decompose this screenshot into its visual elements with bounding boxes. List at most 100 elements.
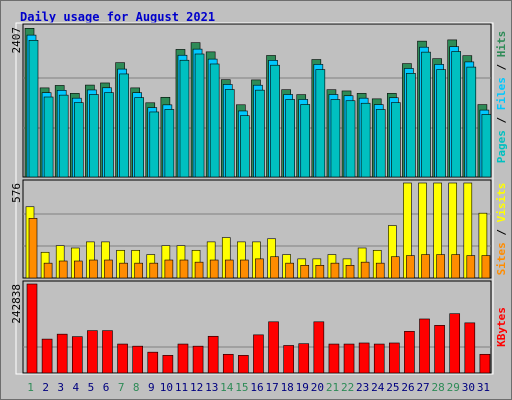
bar-sites-day-8 — [134, 262, 143, 279]
bar-pages-day-4 — [73, 102, 84, 178]
x-tick-label-day-29: 29 — [447, 381, 460, 394]
bar-kbytes-day-26 — [404, 331, 415, 374]
bar-pages-day-5 — [89, 94, 99, 178]
bar-kbytes-day-1 — [26, 283, 38, 374]
x-tick-label-day-3: 3 — [57, 381, 64, 394]
bar-sites-day-9 — [149, 262, 159, 279]
legend-separator: / — [495, 57, 508, 77]
bar-kbytes-day-30 — [464, 322, 476, 374]
bar-sites-day-2 — [43, 262, 53, 279]
x-tick-label-day-16: 16 — [250, 381, 263, 394]
legend-separator: / — [495, 110, 508, 130]
bar-pages-day-23 — [360, 102, 371, 178]
bar-kbytes-day-13 — [207, 335, 219, 374]
x-tick-label-day-18: 18 — [281, 381, 294, 394]
y-max-label-3: 242838 — [10, 284, 23, 324]
bar-kbytes-day-19 — [298, 343, 310, 374]
bar-kbytes-day-23 — [358, 342, 370, 374]
bar-kbytes-day-31 — [479, 353, 491, 374]
x-tick-label-day-24: 24 — [371, 381, 385, 394]
bar-sites-day-20 — [315, 265, 325, 279]
bar-sites-day-17 — [270, 256, 279, 279]
bar-kbytes-day-22 — [343, 343, 355, 374]
bar-kbytes-day-24 — [373, 343, 385, 374]
x-tick-label-day-19: 19 — [296, 381, 309, 394]
bar-sites-day-26 — [406, 255, 415, 279]
bar-sites-day-10 — [164, 259, 174, 279]
bar-kbytes-day-25 — [389, 342, 400, 374]
bar-sites-day-30 — [466, 255, 476, 279]
legend-separator: / — [495, 222, 508, 242]
bar-kbytes-day-9 — [147, 351, 159, 374]
bar-pages-day-12 — [194, 53, 205, 178]
bar-sites-day-5 — [89, 259, 98, 279]
x-tick-label-day-4: 4 — [73, 381, 80, 394]
bar-kbytes-day-3 — [56, 333, 68, 374]
bar-kbytes-day-12 — [192, 345, 204, 374]
bar-pages-day-25 — [391, 102, 401, 178]
bar-pages-day-24 — [375, 109, 386, 178]
bar-kbytes-day-29 — [449, 313, 461, 374]
bar-sites-day-21 — [330, 262, 340, 279]
bar-pages-day-27 — [421, 51, 431, 178]
y-max-label-1: 2407 — [10, 27, 23, 54]
bar-kbytes-day-6 — [102, 330, 113, 374]
bar-pages-day-17 — [270, 64, 280, 178]
bar-kbytes-day-21 — [328, 343, 340, 374]
x-tick-label-day-6: 6 — [103, 381, 110, 394]
x-tick-label-day-27: 27 — [416, 381, 429, 394]
bar-kbytes-day-5 — [87, 330, 98, 374]
bar-pages-day-31 — [481, 114, 492, 178]
bar-sites-day-11 — [179, 259, 189, 279]
bar-kbytes-day-7 — [117, 343, 128, 374]
x-tick-label-day-26: 26 — [401, 381, 414, 394]
legend-item-sites: Sites — [495, 242, 508, 275]
y-max-label-2: 576 — [10, 183, 23, 203]
x-tick-label-day-11: 11 — [175, 381, 188, 394]
x-tick-label-day-5: 5 — [88, 381, 95, 394]
bar-sites-day-4 — [73, 260, 83, 279]
bar-sites-day-16 — [255, 258, 264, 279]
x-tick-label-day-31: 31 — [477, 381, 490, 394]
bar-kbytes-day-4 — [71, 336, 83, 374]
bar-pages-day-22 — [345, 100, 356, 178]
bar-sites-day-3 — [58, 260, 68, 279]
bar-pages-day-13 — [209, 63, 220, 178]
bar-kbytes-day-27 — [419, 318, 430, 374]
x-tick-label-day-22: 22 — [341, 381, 354, 394]
bar-pages-day-14 — [224, 89, 235, 178]
bar-pages-day-2 — [43, 96, 54, 178]
legend-hits-files-pages: Pages / Files / Hits — [495, 31, 508, 164]
bar-sites-day-24 — [375, 262, 385, 279]
bar-sites-day-28 — [436, 254, 445, 279]
bar-pages-day-20 — [315, 69, 326, 178]
legend-visits-sites: Sites / Visits — [495, 183, 508, 276]
x-tick-label-day-13: 13 — [205, 381, 218, 394]
bar-sites-day-1 — [28, 217, 38, 279]
bar-kbytes-day-11 — [177, 343, 189, 374]
bar-sites-day-29 — [451, 254, 461, 279]
bar-sites-day-25 — [391, 256, 400, 279]
bar-kbytes-day-14 — [222, 353, 234, 374]
x-tick-label-day-25: 25 — [386, 381, 399, 394]
x-tick-label-day-17: 17 — [265, 381, 278, 394]
bar-pages-day-19 — [300, 104, 311, 178]
legend-item-visits: Visits — [495, 183, 508, 223]
bar-kbytes-day-28 — [434, 325, 445, 374]
bar-sites-day-13 — [209, 259, 219, 279]
bar-pages-day-9 — [149, 111, 160, 178]
bar-kbytes-day-15 — [238, 355, 249, 374]
x-tick-label-day-10: 10 — [160, 381, 173, 394]
bar-pages-day-21 — [330, 99, 341, 178]
x-tick-label-day-15: 15 — [235, 381, 248, 394]
bar-pages-day-18 — [285, 99, 295, 178]
bar-sites-day-6 — [104, 259, 113, 279]
x-tick-label-day-12: 12 — [190, 381, 203, 394]
bar-sites-day-14 — [224, 259, 234, 279]
outer-panel — [15, 22, 494, 375]
bar-kbytes-day-16 — [253, 334, 264, 374]
bar-pages-day-8 — [134, 97, 144, 178]
x-tick-label-day-23: 23 — [356, 381, 369, 394]
